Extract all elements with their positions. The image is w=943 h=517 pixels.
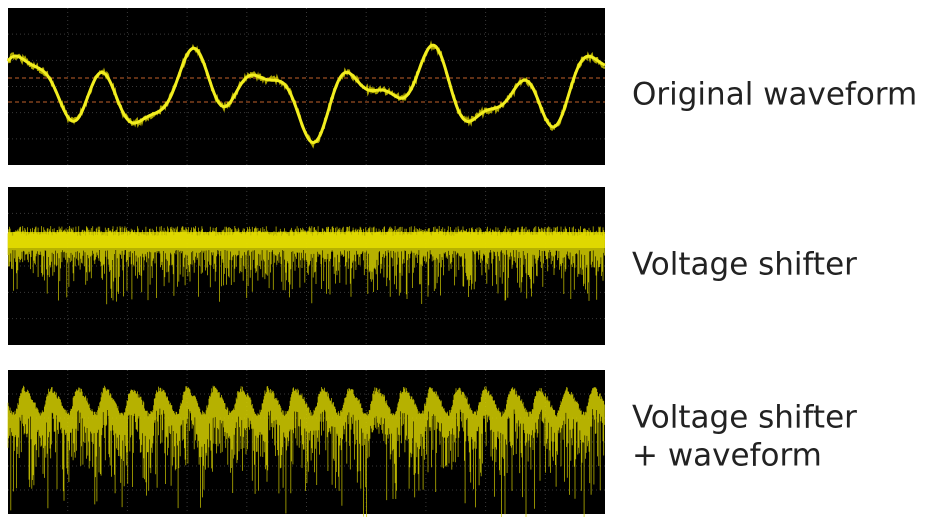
page: Original waveform Voltage shifter Voltag…	[0, 0, 943, 517]
panel-label: Voltage shifter	[632, 400, 857, 436]
panel-label: Original waveform	[632, 77, 917, 113]
figure: Original waveform Voltage shifter Voltag…	[0, 0, 943, 517]
panel-label: + waveform	[632, 438, 822, 474]
scope-screen	[8, 187, 605, 345]
panel-label: Voltage shifter	[632, 247, 857, 283]
shifter-band	[8, 232, 605, 248]
